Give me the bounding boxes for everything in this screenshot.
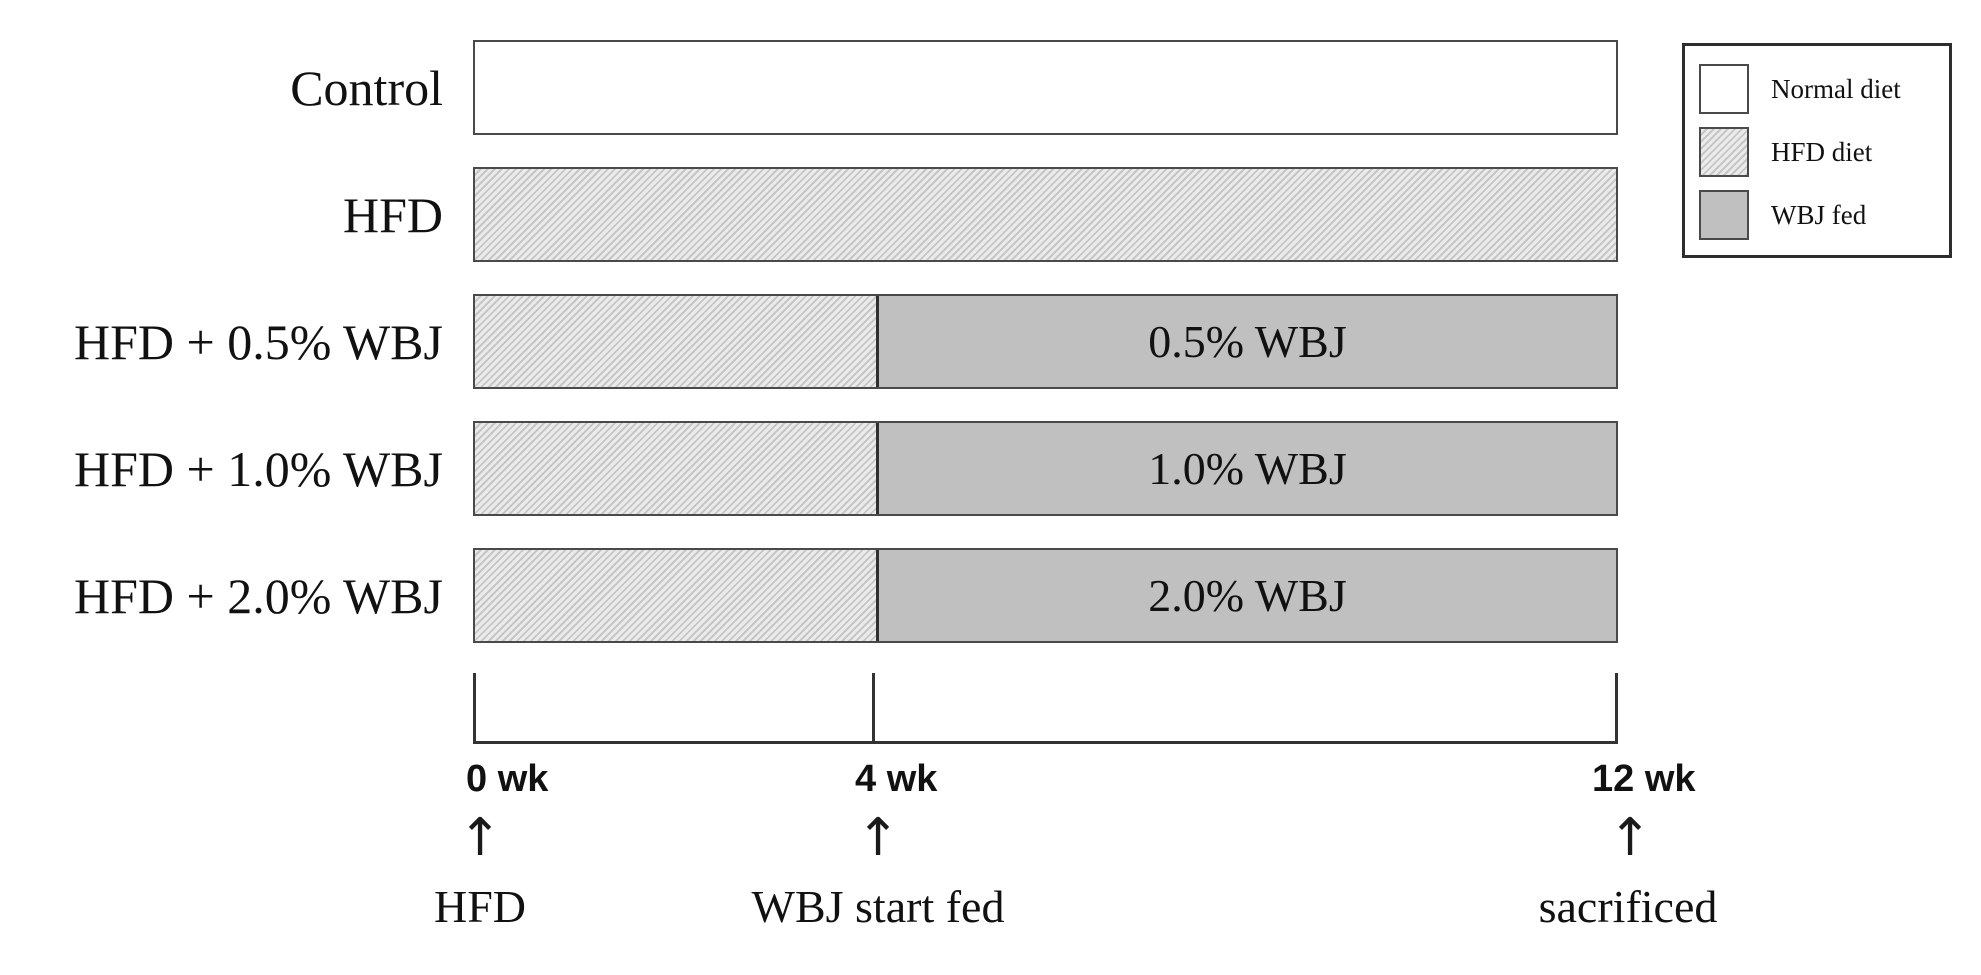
group-label-hfd-2-0-wbj: HFD + 2.0% WBJ <box>74 567 443 624</box>
bar-control-normal-diet <box>473 40 1618 135</box>
tick-week-4 <box>872 673 875 744</box>
group-label-hfd-1-0-wbj: HFD + 1.0% WBJ <box>74 440 443 497</box>
legend-item-hfd-diet: HFD diet <box>1699 127 1872 177</box>
timeline-baseline <box>473 741 1618 744</box>
up-arrow-icon: ↑ <box>458 808 502 868</box>
legend-label: HFD diet <box>1771 136 1873 167</box>
tick-week-0 <box>473 673 476 744</box>
wbj-fed-swatch-icon <box>1699 190 1749 240</box>
annotation-sacrificed: sacrificed <box>1538 881 1718 932</box>
wbj-segment-label: 0.5% WBJ <box>1148 316 1347 367</box>
annotation-wbj-start: WBJ start fed <box>751 881 1005 932</box>
legend-label: Normal diet <box>1771 73 1901 104</box>
week-label-4: 4 wk <box>855 758 938 800</box>
segment-wbj-phase: 2.0% WBJ <box>876 550 1616 641</box>
hfd-diet-swatch-icon <box>1699 127 1749 177</box>
legend-label: WBJ fed <box>1771 199 1867 230</box>
week-label-12: 12 wk <box>1592 758 1696 800</box>
group-label-hfd-0-5-wbj: HFD + 0.5% WBJ <box>74 313 443 370</box>
up-arrow-icon: ↑ <box>1608 808 1652 868</box>
bar-hfd-1-0-wbj: 1.0% WBJ <box>473 421 1618 516</box>
normal-diet-swatch-icon <box>1699 64 1749 114</box>
group-label-hfd: HFD <box>342 186 443 243</box>
legend-item-normal-diet: Normal diet <box>1699 64 1901 114</box>
tick-week-12 <box>1615 673 1618 744</box>
segment-wbj-phase: 0.5% WBJ <box>876 296 1616 387</box>
bar-hfd-diet <box>473 167 1618 262</box>
group-label-control: Control <box>290 59 443 116</box>
segment-hfd-phase <box>475 296 876 387</box>
segment-wbj-phase: 1.0% WBJ <box>876 423 1616 514</box>
wbj-segment-label: 2.0% WBJ <box>1148 570 1347 621</box>
segment-hfd-phase <box>475 423 876 514</box>
legend-box: Normal diet HFD diet WBJ fed <box>1682 43 1952 258</box>
bar-hfd-0-5-wbj: 0.5% WBJ <box>473 294 1618 389</box>
annotation-hfd-start: HFD <box>433 881 527 932</box>
up-arrow-icon: ↑ <box>856 808 900 868</box>
legend-item-wbj-fed: WBJ fed <box>1699 190 1866 240</box>
segment-hfd-phase <box>475 550 876 641</box>
week-label-0: 0 wk <box>466 758 549 800</box>
wbj-segment-label: 1.0% WBJ <box>1148 443 1347 494</box>
bar-hfd-2-0-wbj: 2.0% WBJ <box>473 548 1618 643</box>
